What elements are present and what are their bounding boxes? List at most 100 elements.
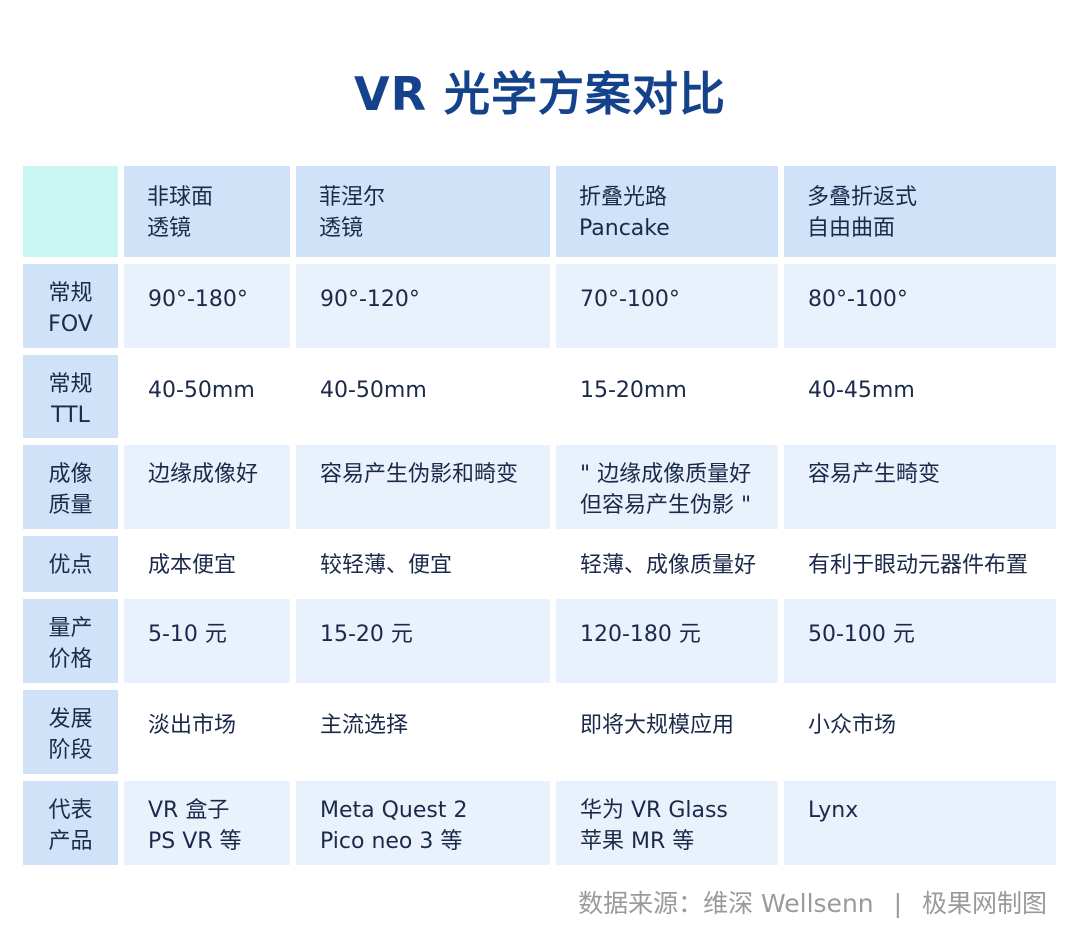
table-cell: 轻薄、成像质量好 xyxy=(556,536,778,592)
cell-text: 40-50mm xyxy=(320,378,427,403)
row-label: 代表 产品 xyxy=(23,781,118,865)
cell-text: 非球面 xyxy=(147,185,214,210)
table-row: 常规 FOV 90°-180° 90°-120° 70°-100° 80°-100° xyxy=(23,264,1056,348)
cell-text: 有利于眼动元器件布置 xyxy=(808,553,1029,578)
cell-text: 容易产生畸变 xyxy=(808,462,941,487)
cell-text: 华为 VR Glass xyxy=(580,798,728,823)
table-row: 常规 TTL 40-50mm 40-50mm 15-20mm 40-45mm xyxy=(23,355,1056,438)
cell-text: 50-100 元 xyxy=(808,622,915,647)
table-cell: Meta Quest 2 Pico neo 3 等 xyxy=(296,781,550,865)
table-cell: " 边缘成像质量好 但容易产生伪影 " xyxy=(556,445,778,529)
cell-text: 即将大规模应用 xyxy=(580,713,735,738)
cell-text: FOV xyxy=(48,312,93,337)
table-cell: 90°-180° xyxy=(124,264,290,348)
cell-text: 40-50mm xyxy=(148,378,255,403)
cell-text: 价格 xyxy=(48,647,93,672)
table-cell: 120-180 元 xyxy=(556,599,778,683)
column-header: 多叠折返式 自由曲面 xyxy=(784,166,1056,257)
cell-text: 产品 xyxy=(48,829,93,854)
cell-text: 15-20mm xyxy=(580,378,687,403)
row-label: 成像 质量 xyxy=(23,445,118,529)
page-title: VR 光学方案对比 xyxy=(353,67,727,121)
cell-text: 边缘成像好 xyxy=(148,462,259,487)
row-label: 量产 价格 xyxy=(23,599,118,683)
cell-text: 常规 xyxy=(48,281,93,306)
cell-text: 阶段 xyxy=(48,738,93,763)
cell-text: 透镜 xyxy=(147,216,192,241)
table-cell: 淡出市场 xyxy=(124,690,290,774)
credit-text: 极果网制图 xyxy=(921,889,1047,918)
cell-text: 但容易产生伪影 " xyxy=(580,493,752,518)
row-label: 常规 TTL xyxy=(23,355,118,438)
row-label: 优点 xyxy=(23,536,118,592)
table-cell: 5-10 元 xyxy=(124,599,290,683)
cell-text: 容易产生伪影和畸变 xyxy=(320,462,519,487)
cell-text: 自由曲面 xyxy=(807,216,896,241)
cell-text: 量产 xyxy=(48,616,93,641)
table-cell: 90°-120° xyxy=(296,264,550,348)
cell-text: 小众市场 xyxy=(808,713,897,738)
table-cell: 40-50mm xyxy=(124,355,290,438)
cell-text: 90°-120° xyxy=(320,287,420,312)
cell-text: 折叠光路 xyxy=(579,185,668,210)
table-cell: 容易产生畸变 xyxy=(784,445,1056,529)
table-row: 量产价格 5-10 元 15-20 元 120-180 元 50-100 元 xyxy=(23,599,1056,683)
cell-text: 5-10 元 xyxy=(148,622,227,647)
table-cell: 70°-100° xyxy=(556,264,778,348)
cell-text: 苹果 MR 等 xyxy=(580,829,695,854)
table-row: 发展阶段 淡出市场 主流选择 即将大规模应用 小众市场 xyxy=(23,690,1056,774)
table-cell: 40-50mm xyxy=(296,355,550,438)
table-cell: 即将大规模应用 xyxy=(556,690,778,774)
cell-text: 优点 xyxy=(48,553,93,578)
table-cell: 容易产生伪影和畸变 xyxy=(296,445,550,529)
cell-text: 发展 xyxy=(48,707,93,732)
table-cell: 50-100 元 xyxy=(784,599,1056,683)
cell-text: 常规 xyxy=(48,372,93,397)
table-row: 成像 质量 边缘成像好 容易产生伪影和畸变 " 边缘成像质量好 但容易产生伪影 " 容易产生… xyxy=(23,445,1056,529)
cell-text: TTL xyxy=(51,403,90,428)
cell-text: Meta Quest 2 xyxy=(320,798,468,823)
cell-text: 80°-100° xyxy=(808,287,908,312)
cell-text: 轻薄、成像质量好 xyxy=(580,553,757,578)
corner-cell xyxy=(23,166,118,257)
table-cell: 较轻薄、便宜 xyxy=(296,536,550,592)
cell-text: Pancake xyxy=(579,216,670,241)
cell-text: 多叠折返式 xyxy=(807,185,918,210)
cell-text: 较轻薄、便宜 xyxy=(320,553,453,578)
cell-text: PS VR 等 xyxy=(148,829,242,854)
cell-text: Lynx xyxy=(808,798,859,823)
comparison-table: 非球面 透镜 菲涅尔 透镜 折叠光路 Pancake 多叠折返式 自由曲面 常规 FOV 90°-… xyxy=(17,159,1062,872)
column-header: 非球面 透镜 xyxy=(124,166,290,257)
table-cell: 小众市场 xyxy=(784,690,1056,774)
table-cell: 边缘成像好 xyxy=(124,445,290,529)
cell-text: 70°-100° xyxy=(580,287,680,312)
table-cell: 有利于眼动元器件布置 xyxy=(784,536,1056,592)
row-label: 发展 阶段 xyxy=(23,690,118,774)
table-row: 优点 成本便宜 较轻薄、便宜 轻薄、成像质量好 有利于眼动元器件布置 xyxy=(23,536,1056,592)
table-cell: 15-20mm xyxy=(556,355,778,438)
cell-text: 成本便宜 xyxy=(148,553,237,578)
footer-separator: | xyxy=(893,889,903,918)
cell-text: 90°-180° xyxy=(148,287,248,312)
footer: 数据来源：维深 Wellsenn | 极果网制图 xyxy=(572,884,1053,920)
cell-text: 120-180 元 xyxy=(580,622,701,647)
column-header: 折叠光路 Pancake xyxy=(556,166,778,257)
table-cell: 成本便宜 xyxy=(124,536,290,592)
table-row: 代表 产品 VR 盒子 PS VR 等 Meta Quest 2 Pico neo 3 等… xyxy=(23,781,1056,865)
table-cell: Lynx xyxy=(784,781,1056,865)
table-cell: 40-45mm xyxy=(784,355,1056,438)
column-header: 菲涅尔 透镜 xyxy=(296,166,550,257)
cell-text: 淡出市场 xyxy=(148,713,237,738)
table-cell: 80°-100° xyxy=(784,264,1056,348)
row-label: 常规 FOV xyxy=(23,264,118,348)
table-cell: 华为 VR Glass 苹果 MR 等 xyxy=(556,781,778,865)
table-cell: 主流选择 xyxy=(296,690,550,774)
cell-text: Pico neo 3 等 xyxy=(320,829,463,854)
cell-text: 40-45mm xyxy=(808,378,915,403)
cell-text: 主流选择 xyxy=(320,713,409,738)
cell-text: VR 盒子 xyxy=(148,798,230,823)
cell-text: 成像 xyxy=(48,462,93,487)
cell-text: 15-20 元 xyxy=(320,622,413,647)
cell-text: 菲涅尔 xyxy=(319,185,386,210)
table-cell: VR 盒子 PS VR 等 xyxy=(124,781,290,865)
